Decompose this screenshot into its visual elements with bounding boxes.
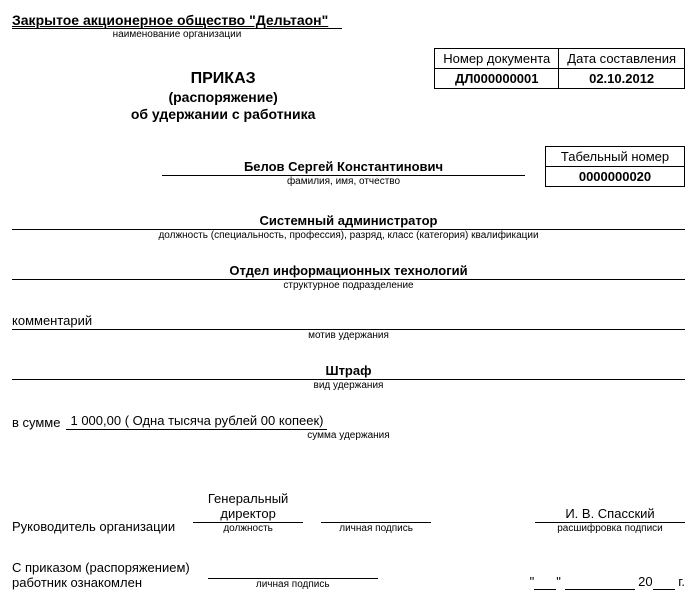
signatory-sign-sub: личная подпись	[339, 523, 413, 534]
ack-month	[565, 574, 635, 590]
doc-date-value: 02.10.2012	[559, 69, 685, 89]
department-line: Отдел информационных технологий	[12, 263, 685, 280]
position-line: Системный администратор	[12, 213, 685, 230]
motive-line: комментарий	[12, 313, 685, 330]
amount-label: в сумме	[12, 415, 60, 430]
position-sub: должность (специальность, профессия), ра…	[12, 230, 685, 241]
signatory-decoded-sub: расшифровка подписи	[557, 523, 663, 534]
ack-q2: "	[556, 574, 561, 589]
tabnum-header: Табельный номер	[546, 147, 685, 167]
amount-value: 1 000,00 ( Одна тысяча рублей 00 копеек)	[66, 413, 327, 430]
ack-row: С приказом (распоряжением) работник озна…	[12, 560, 685, 590]
ack-year	[653, 574, 675, 590]
type-sub: вид удержания	[12, 380, 685, 391]
position-value: Системный администратор	[12, 213, 685, 229]
tabnum-table: Табельный номер 0000000020	[545, 146, 685, 187]
signatory-position-sub: должность	[223, 523, 273, 534]
org-sublabel: наименование организации	[12, 28, 342, 40]
ack-date: " " 20 г.	[530, 574, 685, 590]
title-subject: об удержании с работника	[12, 106, 434, 122]
amount-sub: сумма удержания	[12, 430, 685, 441]
type-line: Штраф	[12, 363, 685, 380]
ack-day	[534, 574, 556, 590]
signatory-decoded: И. В. Спасский	[535, 506, 685, 523]
motive-sub: мотив удержания	[12, 330, 685, 341]
department-value: Отдел информационных технологий	[12, 263, 685, 279]
org-name: Закрытое акционерное общество "Дельтаон"	[12, 12, 685, 28]
ack-text: С приказом (распоряжением) работник озна…	[12, 560, 190, 590]
header-row: ПРИКАЗ (распоряжение) об удержании с раб…	[12, 48, 685, 122]
doc-number-value: ДЛ000000001	[435, 69, 559, 89]
employee-name: Белов Сергей Константинович	[162, 159, 525, 176]
ack-twenty: 20	[638, 574, 652, 589]
signatory-sign-line	[321, 506, 431, 523]
employee-row: Белов Сергей Константинович фамилия, имя…	[12, 146, 685, 187]
amount-row: в сумме 1 000,00 ( Одна тысяча рублей 00…	[12, 413, 685, 430]
signatory-role: Руководитель организации	[12, 519, 175, 534]
signatory-row: Руководитель организации Генеральный дир…	[12, 491, 685, 534]
signatory-position-l1: Генеральный	[208, 491, 288, 506]
doc-date-header: Дата составления	[559, 49, 685, 69]
title-prikaz: ПРИКАЗ	[12, 70, 434, 88]
ack-sign-sub: личная подпись	[256, 579, 330, 590]
doc-number-header: Номер документа	[435, 49, 559, 69]
title-block: ПРИКАЗ (распоряжение) об удержании с раб…	[12, 48, 434, 122]
tabnum-value: 0000000020	[546, 167, 685, 187]
employee-name-sub: фамилия, имя, отчество	[162, 176, 525, 187]
doc-number-table: Номер документа Дата составления ДЛ00000…	[434, 48, 685, 89]
title-order: (распоряжение)	[12, 89, 434, 105]
ack-sign-line	[208, 562, 378, 579]
motive-value: комментарий	[12, 313, 92, 328]
ack-line1: С приказом (распоряжением)	[12, 560, 190, 575]
signatory-position-l2: директор	[193, 506, 303, 523]
ack-line2: работник ознакомлен	[12, 575, 190, 590]
department-sub: структурное подразделение	[12, 280, 685, 291]
type-value: Штраф	[12, 363, 685, 379]
ack-year-suffix: г.	[678, 574, 685, 589]
